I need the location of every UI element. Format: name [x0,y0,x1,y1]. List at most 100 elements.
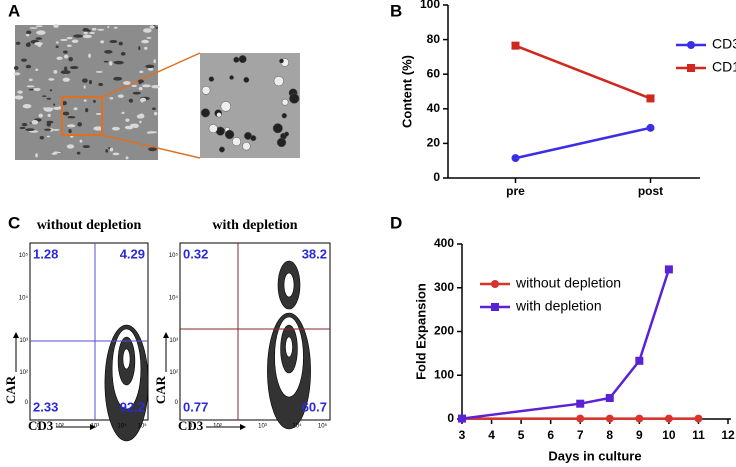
texture [60,38,68,41]
texture [77,122,82,127]
texture [53,103,56,106]
texture [35,68,39,72]
y-tick-label: 200 [434,324,454,338]
texture [46,120,54,124]
texture [155,26,158,30]
texture [55,41,59,44]
texture [144,46,148,50]
texture [76,151,81,155]
texture [88,53,91,58]
quadrant-value: 38.2 [302,246,327,261]
quadrant-value: 0.77 [183,399,208,414]
texture [279,58,284,64]
texture [73,34,83,38]
arrow-head [13,332,19,338]
texture [82,145,91,149]
texture [83,99,87,102]
texture [63,54,69,59]
texture [147,67,154,71]
texture [39,135,44,140]
texture [128,98,134,103]
y-tick-label: 100 [434,367,454,381]
texture [238,55,247,64]
legend-label: CD3 [712,36,736,52]
panel-label: B [390,1,402,20]
texture [113,26,118,29]
y-tick-label: 100 [420,0,440,11]
micrograph [13,24,300,160]
flow-y-tick-label: 10² [19,370,28,376]
texture [66,44,72,47]
texture [82,34,92,39]
marker [664,414,673,423]
texture [25,33,30,37]
texture [25,64,32,69]
texture [109,147,114,152]
y-tick-label: 40 [427,101,441,115]
texture [82,78,88,83]
quadrant-value: 0.32 [183,246,208,261]
quadrant-value: 2.33 [33,399,58,414]
texture [118,41,123,46]
texture [136,114,145,119]
texture [112,152,120,156]
texture [220,101,232,112]
texture [69,66,79,70]
flow-y-tick-label: 10⁵ [169,252,179,259]
texture [153,59,156,64]
texture [140,97,147,102]
texture [46,135,51,138]
flow-y-tick-label: 0 [25,400,29,406]
texture [243,76,250,83]
texture [109,97,114,100]
texture [148,147,157,152]
texture [71,39,79,44]
texture [79,139,83,143]
marker [511,154,520,163]
texture [14,95,24,100]
texture [13,72,21,76]
flow-y-label: CAR [3,375,18,404]
quadrant-value: 92.2 [120,399,145,414]
marker [605,414,614,423]
texture [56,56,63,60]
flow-y-tick-label: 10³ [169,338,178,344]
texture [151,85,161,89]
zoom-box [61,96,103,136]
marker [635,356,644,365]
texture [242,141,251,151]
x-tick-label: 9 [636,428,643,442]
texture [138,86,143,91]
texture [15,41,21,45]
flow-x-label: CD3 [178,418,204,433]
texture [95,70,103,73]
texture [89,31,96,35]
texture [25,128,35,132]
texture [125,118,130,122]
panel-label: A [8,1,20,20]
y-tick-label: 400 [434,236,454,250]
texture [151,107,156,110]
texture [53,69,58,74]
texture [105,149,109,153]
y-tick-label: 300 [434,280,454,294]
texture [125,156,129,160]
x-tick-label: 4 [488,428,495,442]
texture [131,84,137,88]
marker [458,414,466,423]
y-tick-label: 80 [427,32,441,46]
texture [35,37,43,40]
texture [120,51,126,56]
texture [98,82,104,87]
texture [43,107,47,110]
texture [66,36,73,40]
texture [113,60,124,64]
texture [19,126,26,130]
x-tick-label: 10 [662,428,676,442]
legend-label: with depletion [515,298,602,314]
texture [85,107,89,113]
texture [35,153,38,158]
texture [67,116,76,119]
texture [47,113,51,118]
texture [63,50,68,54]
